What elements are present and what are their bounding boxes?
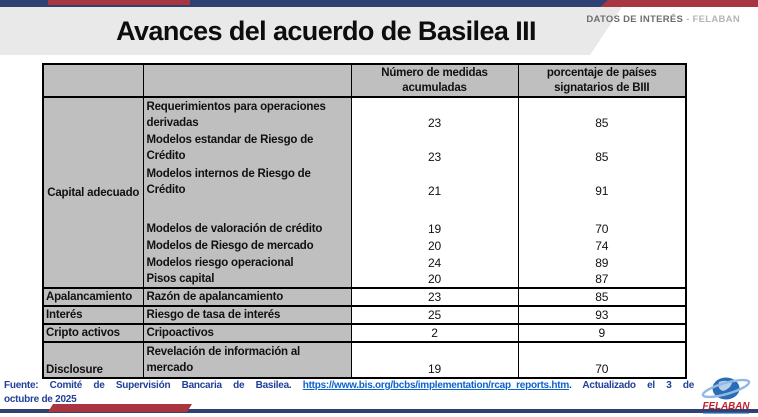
measures-value-cell: 20: [350, 237, 519, 254]
corner-tag-secondary: - FELABAN: [686, 14, 740, 25]
table-row: Modelos estandar de Riesgo de Crédito 23…: [43, 131, 687, 165]
table-row: Modelos internos de Riesgo de Crédito 21…: [43, 165, 687, 199]
table-row: Modelos de Riesgo de mercado 20 74: [43, 237, 687, 254]
measures-value-cell: 20: [350, 271, 519, 288]
measures-value-cell: 19: [350, 220, 519, 237]
percent-value-cell: 93: [517, 305, 687, 324]
table-row: Pisos capital 20 87: [43, 271, 687, 288]
measure-cell: Pisos capital: [142, 271, 352, 288]
logo-wordmark: FELABAN: [703, 400, 750, 412]
measure-cell: Requerimientos para operaciones derivada…: [142, 97, 352, 131]
percent-value-cell: 87: [517, 271, 687, 288]
category-cell: Interés: [42, 305, 144, 324]
percent-value-cell: 85: [517, 131, 687, 165]
measure-cell: Revelación de información al mercado: [142, 341, 352, 378]
measures-value-cell: 25: [350, 305, 519, 324]
measures-value-cell: 24: [350, 254, 519, 271]
top-bar-red-accent-left: [48, 0, 190, 5]
title-banner: Avances del acuerdo de Basilea III DATOS…: [0, 7, 758, 55]
spacer-row: [43, 199, 687, 220]
header-cell-empty-category: [42, 64, 144, 98]
bottom-bar: [0, 409, 758, 413]
percent-value-cell: 74: [517, 237, 687, 254]
measure-cell: Modelos de Riesgo de mercado: [142, 237, 352, 254]
percent-value-cell: 70: [517, 220, 687, 237]
percent-value-cell: 70: [517, 341, 687, 378]
basel-progress-table: Número de medidas acumuladas porcentaje …: [42, 63, 687, 379]
source-prefix: Fuente: Comité de Supervisión Bancaria d…: [4, 380, 292, 391]
header-cell-empty-measure: [142, 64, 352, 98]
title-banner-background: [0, 7, 622, 55]
top-bar: [0, 0, 758, 7]
globe-icon: FELABAN: [701, 377, 751, 414]
category-cell: Disclosure: [42, 341, 144, 378]
measure-cell: Razón de apalancamiento: [142, 287, 352, 306]
measures-value-cell: 23: [350, 131, 519, 165]
table-row: Modelos riesgo operacional 24 89: [43, 254, 687, 271]
table-row: Interés Riesgo de tasa de interés 25 93: [42, 305, 687, 324]
table-row: Cripto activos Cripoactivos 2 9: [42, 323, 687, 342]
measure-cell: Modelos de valoración de crédito: [142, 220, 352, 237]
footer-source-line1: Fuente: Comité de Supervisión Bancaria d…: [4, 379, 694, 393]
table-row: Capital adecuado Requerimientos para ope…: [42, 97, 687, 288]
category-cell-capital: Capital adecuado: [42, 97, 144, 288]
category-cell: Apalancamiento: [42, 287, 144, 306]
top-bar-red-accent-right: [600, 0, 758, 7]
measures-value-cell: 2: [350, 323, 519, 342]
header-cell-measures: Número de medidas acumuladas: [350, 64, 519, 98]
measure-cell: Riesgo de tasa de interés: [142, 305, 352, 324]
page-title: Avances del acuerdo de Basilea III: [116, 15, 536, 46]
measure-cell: Modelos internos de Riesgo de Crédito: [142, 165, 352, 199]
table-header-row: Número de medidas acumuladas porcentaje …: [42, 64, 687, 98]
source-link[interactable]: https://www.bis.org/bcbs/implementation/…: [302, 380, 569, 391]
spacer-cell: [142, 199, 352, 220]
table-row: Modelos de valoración de crédito 19 70: [43, 220, 687, 237]
header-cell-percent: porcentaje de países signatarios de BIII: [517, 64, 687, 98]
felaban-logo: FELABAN: [699, 376, 753, 416]
bottom-bar-red-accent: [48, 404, 192, 412]
percent-value-cell: 89: [517, 254, 687, 271]
percent-value-cell: 85: [517, 97, 687, 131]
measures-value-cell: 19: [350, 341, 519, 378]
measure-cell: Modelos estandar de Riesgo de Crédito: [142, 131, 352, 165]
footer-source-line2: octubre de 2025: [4, 394, 77, 405]
corner-tag-primary: DATOS DE INTERÉS: [586, 14, 684, 25]
footer-source: Fuente: Comité de Supervisión Bancaria d…: [4, 379, 694, 407]
corner-tag: DATOS DE INTERÉS - FELABAN: [586, 14, 740, 25]
percent-value-cell: 91: [517, 165, 687, 199]
category-cell: Cripto activos: [42, 323, 144, 342]
spacer-cell: [517, 199, 687, 220]
measures-value-cell: 21: [350, 165, 519, 199]
table-row: Apalancamiento Razón de apalancamiento 2…: [42, 287, 687, 306]
spacer-cell: [350, 199, 519, 220]
table-row: Disclosure Revelación de información al …: [42, 341, 687, 378]
percent-value-cell: 85: [517, 287, 687, 306]
percent-value-cell: 9: [517, 323, 687, 342]
measures-value-cell: 23: [350, 97, 519, 131]
measure-cell: Modelos riesgo operacional: [142, 254, 352, 271]
source-suffix: . Actualizado el 3 de: [568, 380, 695, 391]
measure-cell: Cripoactivos: [142, 323, 352, 342]
measures-value-cell: 23: [350, 287, 519, 306]
